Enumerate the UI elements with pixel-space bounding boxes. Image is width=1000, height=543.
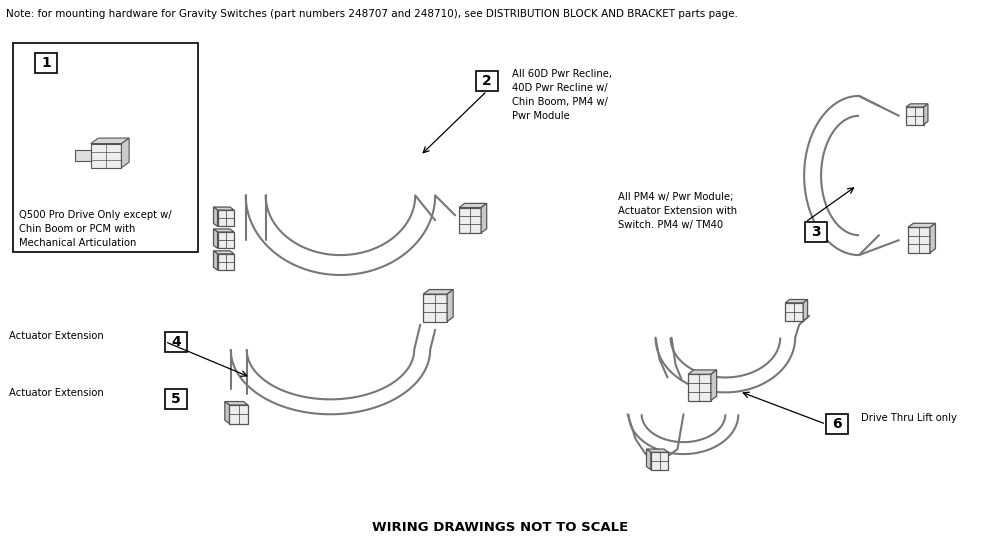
Bar: [229, 405, 248, 424]
Bar: [906, 107, 924, 124]
Text: Actuator Extension: Actuator Extension: [9, 388, 104, 399]
Polygon shape: [646, 449, 651, 470]
Bar: [908, 228, 930, 253]
Polygon shape: [213, 229, 234, 232]
Polygon shape: [711, 370, 717, 401]
Bar: [75, 150, 91, 161]
Bar: [459, 207, 481, 233]
Polygon shape: [906, 104, 928, 107]
Text: Note: for mounting hardware for Gravity Switches (part numbers 248707 and 248710: Note: for mounting hardware for Gravity …: [6, 9, 738, 20]
Polygon shape: [930, 223, 935, 253]
Polygon shape: [924, 104, 928, 124]
Bar: [165, 389, 187, 409]
Bar: [476, 71, 498, 91]
Text: 1: 1: [41, 56, 51, 70]
Bar: [218, 254, 234, 270]
Polygon shape: [447, 289, 453, 321]
Polygon shape: [213, 251, 234, 254]
Text: Drive Thru Lift only: Drive Thru Lift only: [861, 413, 957, 423]
Bar: [218, 232, 234, 248]
Bar: [91, 143, 121, 168]
Text: 2: 2: [482, 74, 492, 88]
Bar: [805, 222, 827, 242]
Bar: [165, 332, 187, 351]
Polygon shape: [121, 138, 129, 168]
Text: All 60D Pwr Recline,
40D Pwr Recline w/
Chin Boom, PM4 w/
Pwr Module: All 60D Pwr Recline, 40D Pwr Recline w/ …: [512, 69, 612, 121]
Polygon shape: [213, 251, 218, 270]
Bar: [218, 210, 234, 226]
Text: Actuator Extension: Actuator Extension: [9, 331, 104, 340]
Bar: [688, 374, 711, 401]
Polygon shape: [213, 207, 234, 210]
Polygon shape: [91, 138, 129, 143]
Text: 3: 3: [811, 225, 821, 239]
Text: All PM4 w/ Pwr Module;
Actuator Extension with
Switch. PM4 w/ TM40: All PM4 w/ Pwr Module; Actuator Extensio…: [618, 192, 737, 230]
Polygon shape: [785, 300, 808, 303]
Polygon shape: [803, 300, 808, 321]
Polygon shape: [423, 289, 453, 294]
Polygon shape: [225, 401, 229, 424]
Polygon shape: [481, 204, 487, 233]
Bar: [651, 452, 668, 470]
Polygon shape: [213, 207, 218, 226]
Bar: [35, 53, 57, 73]
Bar: [13, 43, 198, 252]
Polygon shape: [688, 370, 717, 374]
Text: 6: 6: [832, 417, 842, 431]
Text: 5: 5: [171, 393, 181, 406]
Text: WIRING DRAWINGS NOT TO SCALE: WIRING DRAWINGS NOT TO SCALE: [372, 521, 628, 534]
Bar: [826, 414, 848, 434]
Polygon shape: [459, 204, 487, 207]
Polygon shape: [225, 401, 248, 405]
Polygon shape: [213, 229, 218, 248]
Text: Q500 Pro Drive Only except w/
Chin Boom or PCM with
Mechanical Articulation: Q500 Pro Drive Only except w/ Chin Boom …: [19, 210, 172, 248]
Bar: [423, 294, 447, 321]
Polygon shape: [646, 449, 668, 452]
Polygon shape: [908, 223, 935, 228]
Bar: [785, 303, 803, 321]
Text: 4: 4: [171, 334, 181, 349]
